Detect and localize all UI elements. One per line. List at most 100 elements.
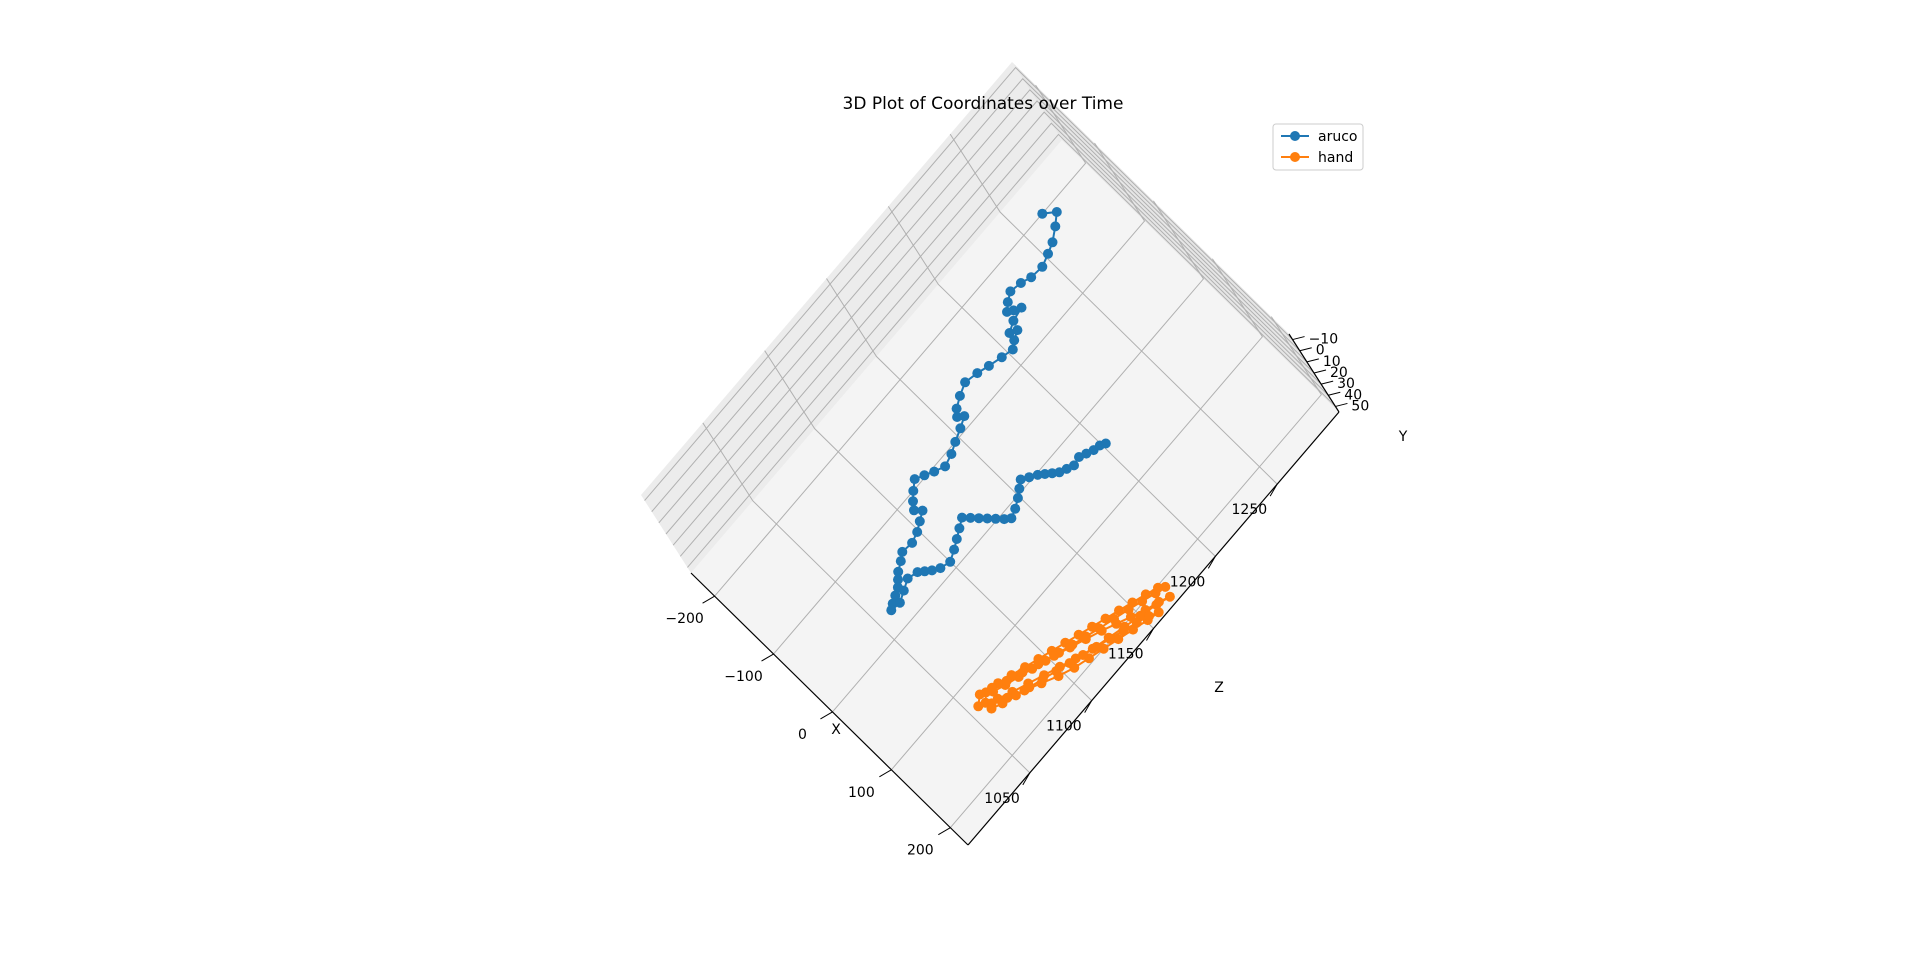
- data-point-aruco: [951, 403, 962, 414]
- x-tick-label: −200: [665, 611, 703, 627]
- data-point-hand: [1114, 605, 1124, 616]
- data-point-hand: [1118, 625, 1129, 636]
- x-tick-mark: [879, 769, 892, 778]
- data-point-hand: [1065, 642, 1075, 653]
- data-point-aruco: [914, 516, 925, 527]
- data-point-aruco: [908, 496, 918, 507]
- data-point-aruco: [960, 377, 971, 388]
- data-point-aruco: [912, 527, 923, 537]
- x-tick-label: 200: [907, 843, 934, 859]
- x-tick-mark: [820, 711, 833, 720]
- data-point-hand: [1160, 581, 1171, 592]
- data-point-aruco: [1015, 474, 1026, 485]
- y-tick-mark: [1328, 391, 1341, 396]
- tick-marks: −200−100010020010501100115012001250−1001…: [665, 332, 1369, 859]
- x-axis-line: [690, 572, 969, 846]
- y-gridline: [665, 100, 1315, 535]
- data-point-aruco: [929, 466, 940, 477]
- data-series: [886, 207, 1175, 714]
- legend: aruco hand: [1272, 123, 1364, 171]
- data-point-aruco: [1006, 513, 1017, 524]
- data-point-hand: [1164, 591, 1175, 602]
- y-tick-mark: [1306, 358, 1319, 363]
- data-point-aruco: [1002, 297, 1013, 308]
- x-tick-label: 100: [848, 785, 875, 801]
- y-tick-mark: [1321, 380, 1334, 385]
- z-tick-mark: [1084, 700, 1093, 713]
- data-point-hand: [1064, 658, 1075, 669]
- data-point-aruco: [1009, 335, 1020, 346]
- data-point-aruco: [898, 585, 909, 596]
- data-point-hand: [1144, 611, 1154, 622]
- data-point-aruco: [890, 590, 901, 601]
- legend-label-aruco: aruco: [1318, 129, 1357, 145]
- y-tick-label: 40: [1344, 387, 1362, 403]
- y-tick-mark: [1299, 347, 1312, 352]
- data-point-hand: [1037, 674, 1048, 685]
- data-point-hand: [974, 689, 985, 700]
- data-point-aruco: [1010, 503, 1021, 514]
- y-tick-label: 30: [1337, 376, 1355, 392]
- data-point-aruco: [893, 574, 903, 585]
- z-gridline: [949, 133, 1278, 485]
- data-point-hand: [1051, 666, 1062, 677]
- data-point-aruco: [1037, 261, 1048, 272]
- data-point-aruco: [1008, 305, 1019, 316]
- data-point-aruco: [1047, 237, 1058, 248]
- data-point-aruco: [1051, 207, 1062, 217]
- x-tick-mark: [702, 595, 715, 604]
- data-point-aruco: [1043, 248, 1053, 259]
- data-point-aruco: [886, 605, 897, 616]
- data-point-aruco: [945, 556, 956, 567]
- data-point-aruco: [893, 566, 904, 577]
- data-point-aruco: [1007, 344, 1018, 355]
- data-point-aruco: [950, 436, 961, 447]
- series-aruco: [886, 207, 1111, 616]
- data-point-hand: [1087, 621, 1098, 632]
- data-point-hand: [986, 703, 997, 714]
- data-point-aruco: [946, 449, 957, 459]
- z-gridline: [826, 278, 1154, 629]
- data-point-hand: [1113, 634, 1124, 645]
- data-point-hand: [1078, 650, 1088, 660]
- x-tick-mark: [938, 827, 951, 836]
- data-point-hand: [973, 701, 984, 712]
- z-tick-label: 1100: [1046, 719, 1082, 735]
- y-tick-label: −10: [1309, 332, 1339, 348]
- data-point-aruco: [940, 461, 951, 472]
- data-point-aruco: [955, 423, 966, 434]
- x-tick-mark: [761, 653, 774, 662]
- data-point-aruco: [972, 368, 983, 379]
- data-point-hand: [1100, 613, 1111, 624]
- data-point-aruco: [957, 512, 967, 523]
- z-tick-mark: [1207, 556, 1216, 569]
- z-gridline: [702, 422, 1031, 774]
- data-point-aruco: [1012, 493, 1023, 503]
- data-point-hand: [1010, 690, 1021, 701]
- y-axis-label: Y: [1398, 429, 1408, 445]
- data-point-aruco: [1008, 315, 1019, 326]
- data-point-aruco: [973, 513, 984, 524]
- data-point-aruco: [894, 597, 905, 608]
- y-tick-mark: [1335, 402, 1348, 407]
- y-tick-label: 20: [1330, 365, 1348, 381]
- data-point-aruco: [965, 512, 976, 523]
- y-gridline: [658, 89, 1308, 524]
- data-point-hand: [1024, 682, 1035, 693]
- data-point-hand: [1080, 634, 1091, 645]
- data-point-aruco: [909, 505, 919, 516]
- data-point-hand: [1104, 633, 1115, 644]
- z-tick-label: 1250: [1232, 502, 1268, 518]
- data-point-aruco: [954, 390, 965, 401]
- data-point-aruco: [1100, 438, 1111, 449]
- legend-marker-hand: [1290, 152, 1300, 162]
- data-point-aruco: [951, 534, 962, 544]
- data-point-hand: [997, 698, 1008, 709]
- data-point-hand: [1001, 675, 1012, 686]
- z-tick-mark: [1146, 628, 1154, 641]
- z-tick-label: 1050: [984, 791, 1020, 807]
- y-gridline: [679, 122, 1329, 557]
- data-point-aruco: [1024, 472, 1035, 483]
- legend-label-hand: hand: [1318, 150, 1353, 166]
- series-hand: [973, 581, 1175, 714]
